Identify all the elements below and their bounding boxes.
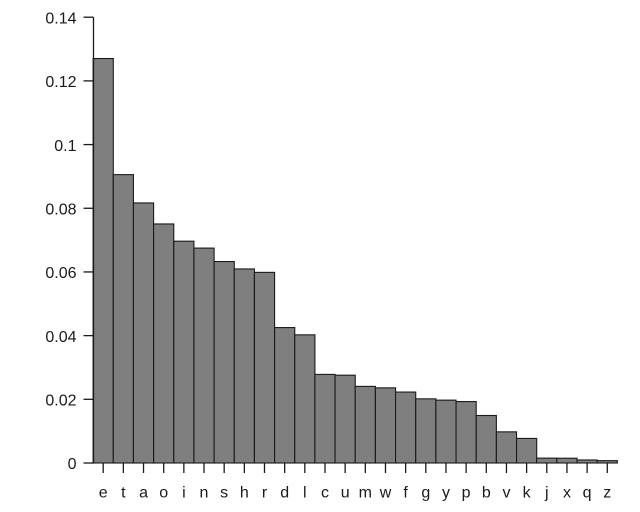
svg-text:c: c: [321, 485, 329, 502]
svg-text:n: n: [200, 485, 209, 502]
svg-text:l: l: [303, 485, 307, 502]
svg-text:s: s: [220, 485, 228, 502]
svg-text:0.1: 0.1: [54, 138, 76, 155]
svg-text:q: q: [583, 485, 592, 502]
svg-text:p: p: [462, 485, 471, 502]
svg-text:0: 0: [68, 456, 77, 473]
svg-text:y: y: [442, 485, 450, 502]
svg-text:t: t: [121, 485, 126, 502]
svg-text:o: o: [159, 485, 168, 502]
svg-text:i: i: [182, 485, 186, 502]
svg-text:e: e: [99, 485, 108, 502]
svg-text:f: f: [403, 485, 408, 502]
svg-text:0.14: 0.14: [45, 10, 76, 27]
svg-text:w: w: [379, 485, 392, 502]
svg-text:0.04: 0.04: [45, 329, 76, 346]
svg-text:g: g: [421, 485, 430, 502]
svg-text:k: k: [523, 485, 532, 502]
svg-text:d: d: [280, 485, 289, 502]
svg-text:h: h: [240, 485, 249, 502]
svg-text:r: r: [262, 485, 268, 502]
svg-text:u: u: [341, 485, 350, 502]
svg-text:m: m: [359, 485, 372, 502]
svg-text:b: b: [482, 485, 491, 502]
svg-text:z: z: [603, 485, 611, 502]
svg-text:v: v: [502, 485, 510, 502]
svg-text:j: j: [544, 485, 549, 502]
svg-text:0.12: 0.12: [45, 74, 76, 91]
svg-text:0.02: 0.02: [45, 393, 76, 410]
svg-text:0.06: 0.06: [45, 265, 76, 282]
svg-text:a: a: [139, 485, 148, 502]
svg-text:x: x: [563, 485, 571, 502]
svg-text:0.08: 0.08: [45, 201, 76, 218]
